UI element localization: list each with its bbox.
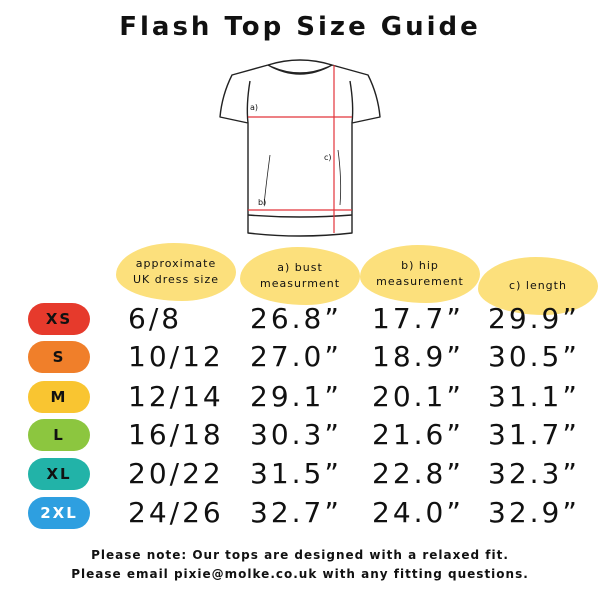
hip-cell: 17.7” (372, 302, 464, 335)
hip-cell: 18.9” (372, 340, 464, 373)
uk-size-cell: 6/8 (128, 302, 183, 335)
bust-cell: 27.0” (250, 340, 342, 373)
uk-size-cell: 16/18 (128, 418, 224, 451)
bust-cell: 26.8” (250, 302, 342, 335)
uk-size-cell: 24/26 (128, 496, 224, 529)
contact-note: Please email pixie@molke.co.uk with any … (71, 567, 529, 581)
length-cell: 32.9” (488, 496, 580, 529)
fit-note: Please note: Our tops are designed with … (91, 548, 509, 562)
hip-cell: 20.1” (372, 380, 464, 413)
tshirt-diagram: a) c) b) (200, 55, 400, 245)
length-cell: 31.7” (488, 418, 580, 451)
header-hip: b) hip measurement (360, 245, 480, 303)
page-title: Flash Top Size Guide (119, 12, 481, 42)
hip-cell: 24.0” (372, 496, 464, 529)
length-cell: 32.3” (488, 457, 580, 490)
bust-line-label: a) (250, 103, 259, 112)
size-badge-xs: XS (28, 303, 90, 335)
uk-size-cell: 12/14 (128, 380, 224, 413)
size-badge-l: L (28, 419, 90, 451)
length-cell: 30.5” (488, 340, 580, 373)
length-cell: 31.1” (488, 380, 580, 413)
header-bust: a) bust measurment (240, 247, 360, 305)
length-line-label: c) (324, 153, 332, 162)
size-badge-s: S (28, 341, 90, 373)
hip-line-label: b) (258, 198, 267, 207)
bust-cell: 30.3” (250, 418, 342, 451)
size-badge-2xl: 2XL (28, 497, 90, 529)
header-uk-dress-size: approximate UK dress size (116, 243, 236, 301)
size-badge-xl: XL (28, 458, 90, 490)
uk-size-cell: 20/22 (128, 457, 224, 490)
uk-size-cell: 10/12 (128, 340, 224, 373)
hip-cell: 22.8” (372, 457, 464, 490)
bust-cell: 29.1” (250, 380, 342, 413)
bust-cell: 32.7” (250, 496, 342, 529)
size-badge-m: M (28, 381, 90, 413)
length-cell: 29.9” (488, 302, 580, 335)
header-length: c) length (478, 257, 598, 315)
bust-cell: 31.5” (250, 457, 342, 490)
hip-cell: 21.6” (372, 418, 464, 451)
tshirt-outline-graphic (219, 59, 381, 237)
